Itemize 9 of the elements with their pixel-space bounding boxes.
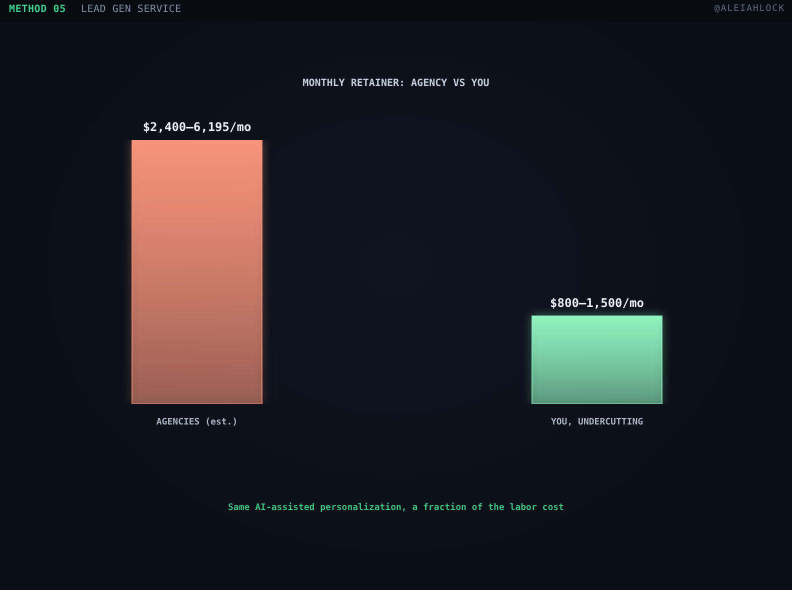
chart-title: MONTHLY RETAINER: AGENCY VS YOU — [302, 78, 490, 89]
text: LEAD GEN SERVICE — [81, 4, 182, 15]
text: @ALEIAHLOCK — [714, 4, 785, 14]
x-tick-label: YOU, UNDERCUTTING — [550, 417, 644, 428]
text: METHOD 05 — [9, 4, 66, 15]
data-label: $800–1,500/mo — [550, 296, 644, 310]
text: Same AI-assisted personalization, a fraction of the labor cost — [227, 503, 565, 513]
x-tick-label: AGENCIES (est.) — [156, 417, 238, 428]
data-label: $2,400–6,195/mo — [142, 120, 252, 134]
